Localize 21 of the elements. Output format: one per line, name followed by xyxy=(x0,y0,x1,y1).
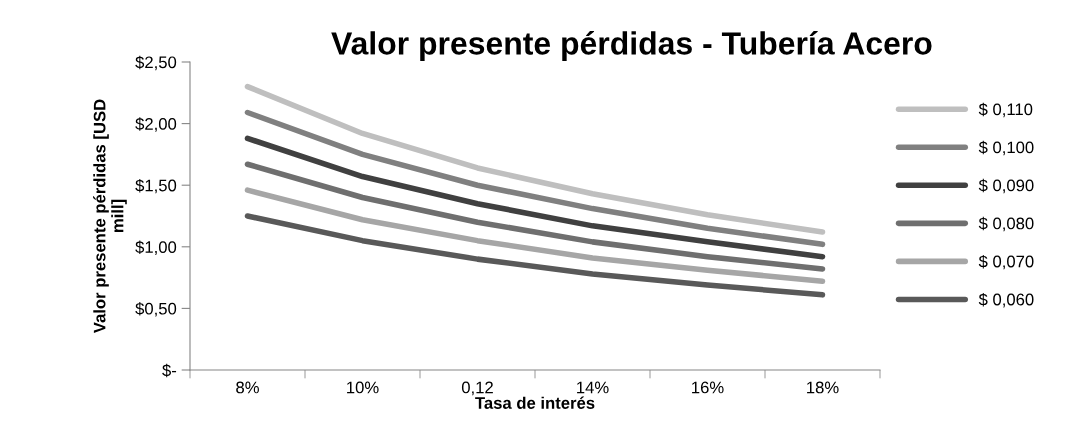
legend-label: $ 0,100 xyxy=(978,140,1034,156)
chart-title: Valor presente pérdidas - Tubería Acero xyxy=(331,30,932,62)
x-tick-label: 8% xyxy=(236,381,259,394)
y-axis-title: Valor presente pérdidas [USD mill] xyxy=(93,99,127,334)
x-tick-label: 16% xyxy=(692,381,724,394)
legend-label: $ 0,070 xyxy=(978,254,1034,270)
x-tick-label: 14% xyxy=(577,381,609,394)
y-tick-label: $2,00 xyxy=(135,117,177,132)
legend-label: $ 0,060 xyxy=(978,292,1034,308)
y-tick-label: $- xyxy=(162,363,177,378)
x-tick-label: 0,12 xyxy=(461,381,493,396)
x-axis-title: Tasa de interés xyxy=(475,396,595,409)
x-tick-label: 10% xyxy=(347,381,379,394)
legend-label: $ 0,090 xyxy=(978,178,1034,194)
y-tick-label: $0,50 xyxy=(135,302,177,317)
y-tick-label: $2,50 xyxy=(135,55,177,71)
legend-label: $ 0,110 xyxy=(978,102,1033,118)
y-tick-label: $1,50 xyxy=(135,178,177,194)
y-tick-label: $1,00 xyxy=(135,240,177,255)
legend-label: $ 0,080 xyxy=(978,216,1034,232)
x-tick-label: 18% xyxy=(807,381,839,394)
